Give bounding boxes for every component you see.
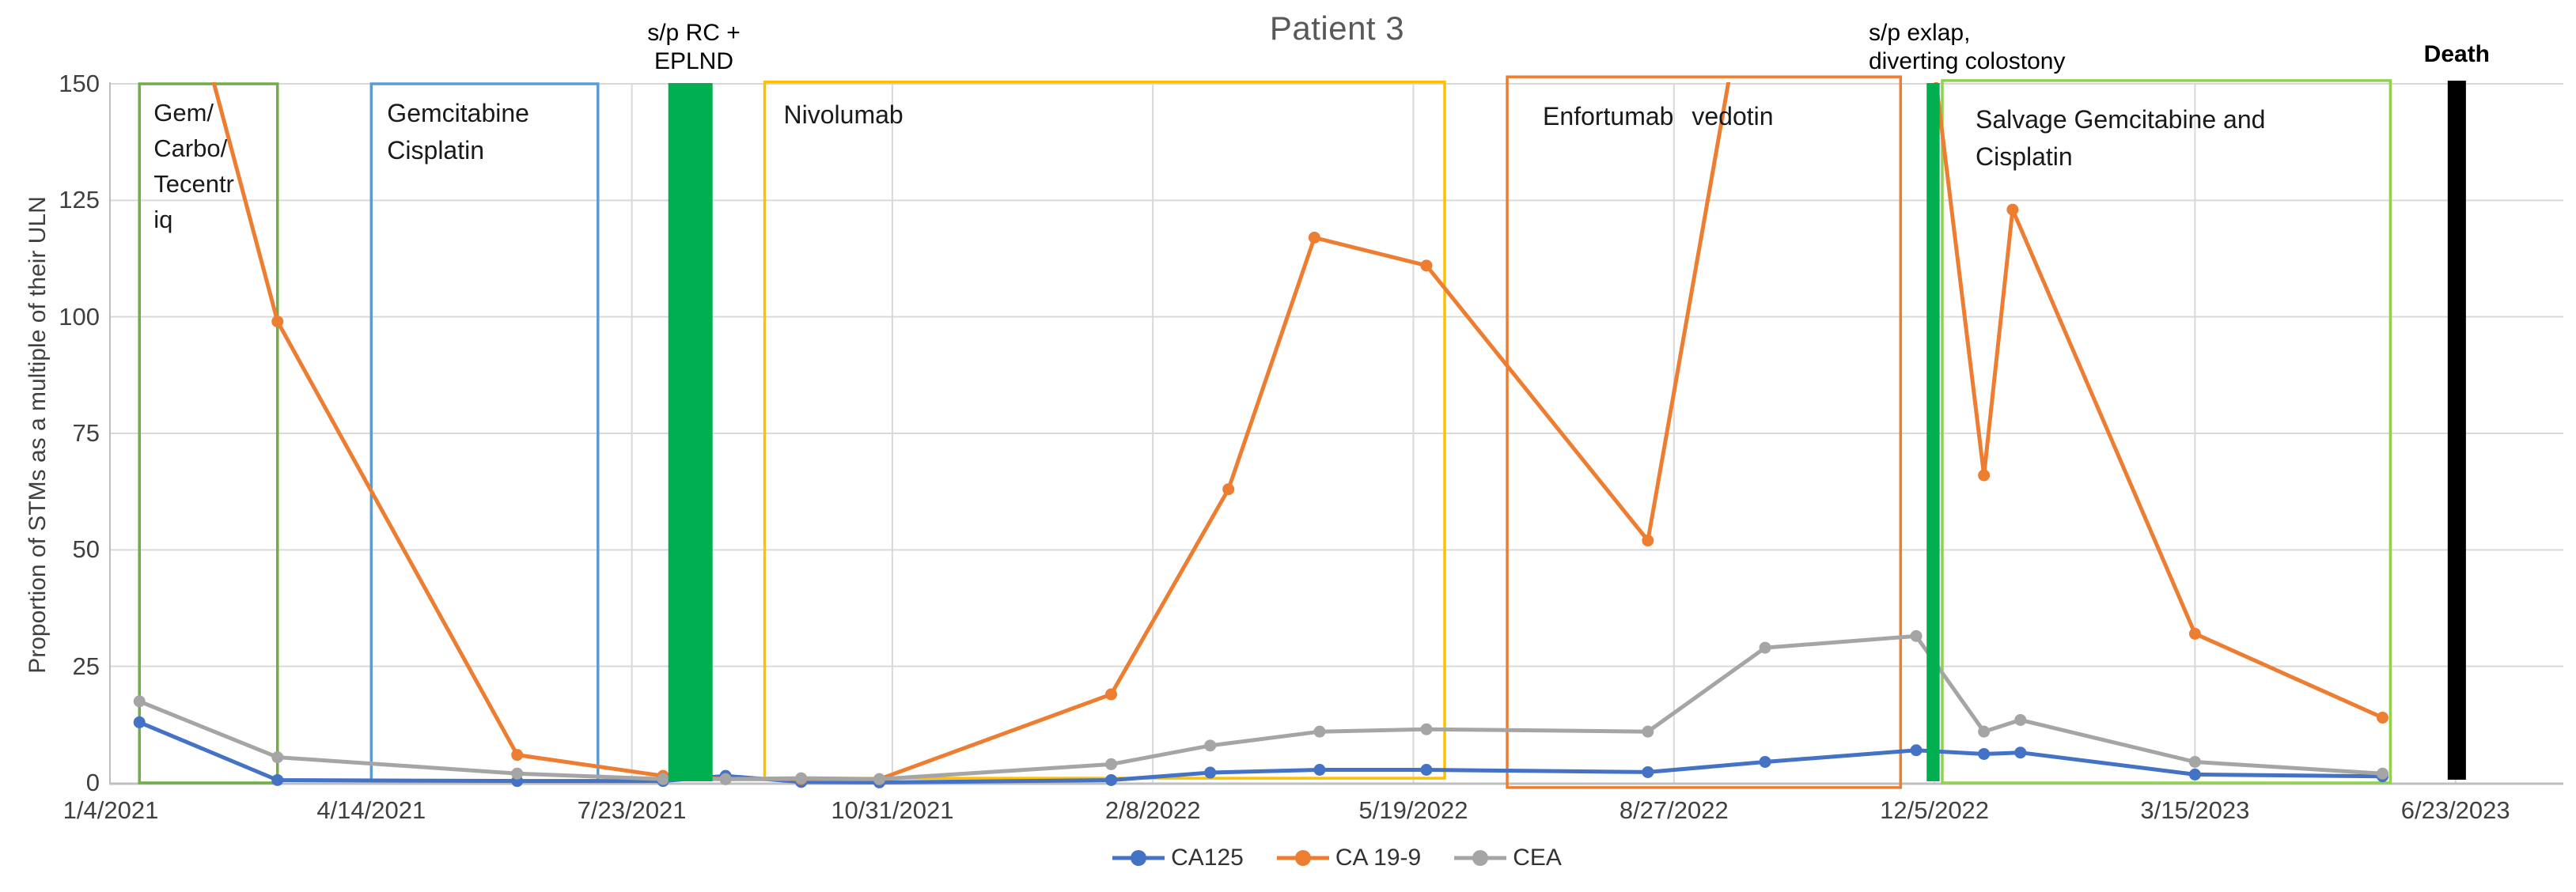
data-point-ca125 bbox=[1910, 744, 1923, 757]
treatment-box-label: Enfortumab vedotin bbox=[1543, 102, 1774, 130]
x-tick-label: 4/14/2021 bbox=[316, 796, 426, 824]
legend-item-ca19-9: CA 19-9 bbox=[1276, 845, 1422, 871]
data-point-ca19-9 bbox=[2188, 627, 2201, 640]
legend-label: CA 19-9 bbox=[1335, 845, 1422, 871]
data-point-cea bbox=[133, 695, 146, 708]
y-tick-label: 75 bbox=[72, 419, 100, 447]
data-point-ca19-9 bbox=[511, 749, 524, 762]
x-tick-label: 6/23/2023 bbox=[2400, 796, 2510, 824]
chart-title: Patient 3 bbox=[1269, 9, 1405, 47]
death-bar bbox=[2447, 81, 2466, 780]
treatment-box bbox=[1941, 79, 2392, 784]
data-point-ca19-9 bbox=[1222, 483, 1235, 496]
data-point-ca125 bbox=[1204, 766, 1217, 779]
treatment-box bbox=[1506, 75, 1903, 789]
legend-label: CA125 bbox=[1171, 845, 1244, 871]
death-label: Death bbox=[2423, 41, 2491, 67]
legend-item-cea: CEA bbox=[1454, 845, 1562, 871]
treatment-box-label: Nivolumab bbox=[783, 100, 903, 129]
x-tick-label: 2/8/2022 bbox=[1104, 796, 1201, 824]
data-point-cea bbox=[657, 773, 669, 785]
x-tick-label: 5/19/2022 bbox=[1358, 796, 1468, 824]
y-tick-label: 0 bbox=[85, 769, 100, 796]
data-point-ca125 bbox=[1978, 747, 1991, 760]
treatment-box-label: Gemcitabine Cisplatin bbox=[387, 99, 529, 164]
data-point-ca19-9 bbox=[1308, 231, 1320, 244]
data-point-ca125 bbox=[1105, 773, 1118, 786]
data-point-ca19-9 bbox=[271, 316, 284, 328]
data-point-cea bbox=[1910, 629, 1923, 642]
data-point-ca125 bbox=[1642, 765, 1654, 778]
data-point-ca125 bbox=[1759, 755, 1771, 768]
x-tick-label: 8/27/2022 bbox=[1619, 796, 1729, 824]
y-tick-label: 150 bbox=[59, 70, 100, 97]
data-point-cea bbox=[719, 773, 732, 785]
data-point-cea bbox=[1420, 723, 1433, 735]
data-point-ca19-9 bbox=[1420, 259, 1433, 272]
data-point-ca19-9 bbox=[2376, 711, 2388, 724]
x-tick-label: 1/4/2021 bbox=[63, 796, 159, 824]
data-point-ca19-9 bbox=[2006, 203, 2019, 216]
treatment-box bbox=[138, 82, 279, 784]
x-tick-label: 12/5/2022 bbox=[1880, 796, 1990, 824]
data-point-cea bbox=[2014, 713, 2027, 726]
data-point-cea bbox=[1105, 758, 1118, 770]
series-layer bbox=[133, 82, 2388, 788]
x-tick-label: 3/15/2023 bbox=[2140, 796, 2250, 824]
treatment-box bbox=[369, 82, 600, 782]
legend-line-marker-swatch bbox=[1454, 850, 1507, 866]
legend-label: CEA bbox=[1513, 845, 1562, 871]
series-line-ca125 bbox=[137, 720, 2385, 784]
data-point-ca125 bbox=[133, 716, 146, 728]
data-point-cea bbox=[1642, 725, 1654, 738]
data-point-ca19-9 bbox=[1105, 688, 1118, 701]
data-point-ca125 bbox=[2014, 746, 2027, 759]
treatment-box-label: Salvage Gemcitabine and Cisplatin bbox=[1975, 105, 2266, 171]
data-point-cea bbox=[1204, 739, 1217, 752]
legend-item-ca125: CA125 bbox=[1112, 845, 1244, 871]
data-point-cea bbox=[271, 751, 284, 764]
data-point-cea bbox=[2188, 755, 2201, 768]
y-tick-label: 25 bbox=[72, 652, 100, 680]
surgery-label: s/p RC + EPLND bbox=[647, 20, 741, 74]
data-point-cea bbox=[1313, 725, 1326, 738]
treatment-box-label: Gem/ Carbo/ Tecentr iq bbox=[153, 99, 234, 233]
data-point-ca125 bbox=[2188, 768, 2201, 780]
data-point-cea bbox=[1759, 641, 1771, 654]
data-point-ca19-9 bbox=[1978, 469, 1991, 482]
legend-line-marker-swatch bbox=[1112, 850, 1165, 866]
y-tick-label: 100 bbox=[59, 302, 100, 331]
data-point-cea bbox=[873, 773, 885, 785]
legend: CA125 CA 19-9 CEA bbox=[111, 840, 2563, 876]
y-tick-label: 50 bbox=[72, 535, 100, 564]
legend-line-marker-swatch bbox=[1276, 850, 1329, 866]
data-point-cea bbox=[511, 767, 524, 780]
data-point-cea bbox=[1978, 725, 1991, 738]
series-line-cea bbox=[137, 633, 2385, 781]
data-point-cea bbox=[795, 772, 808, 784]
surgery-label: s/p exlap, diverting colostony bbox=[1869, 20, 2066, 74]
surgery-bar bbox=[1926, 83, 1940, 781]
data-point-ca19-9 bbox=[1642, 535, 1654, 547]
data-point-ca125 bbox=[1420, 763, 1433, 776]
x-tick-label: 10/31/2021 bbox=[831, 796, 954, 824]
data-point-cea bbox=[2376, 767, 2388, 780]
x-tick-label: 7/23/2021 bbox=[577, 796, 687, 824]
data-point-ca125 bbox=[271, 773, 284, 786]
surgery-bar bbox=[668, 83, 713, 781]
data-point-ca125 bbox=[1313, 763, 1326, 776]
treatment-box bbox=[763, 80, 1446, 780]
y-tick-label: 125 bbox=[59, 186, 100, 214]
